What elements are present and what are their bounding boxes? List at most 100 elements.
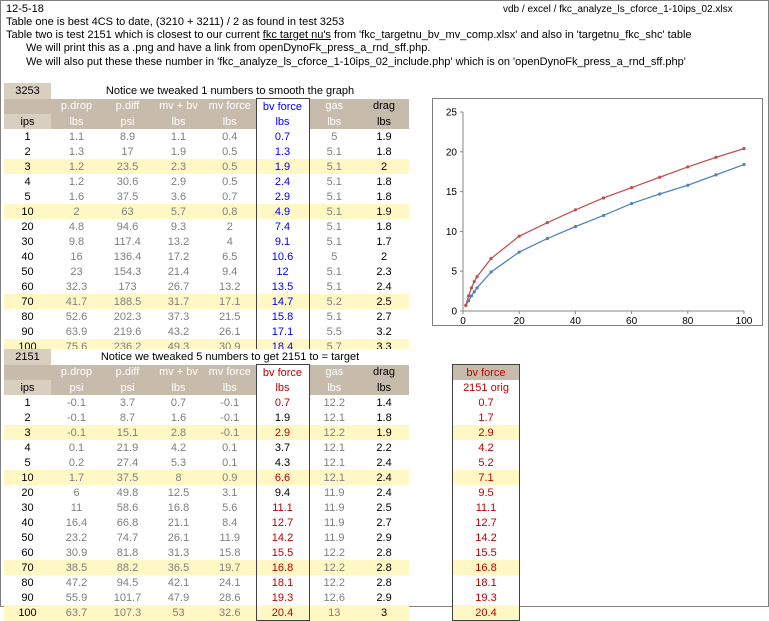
table-cell: 2.9 xyxy=(170,175,187,188)
table-cell: 12.2 xyxy=(323,576,345,589)
orig-cell: 12.7 xyxy=(475,516,497,529)
table-cell: 136.4 xyxy=(113,250,142,263)
table-cell: 18.1 xyxy=(255,575,310,590)
table-cell: 30.6 xyxy=(116,175,139,188)
unit-cell: psi xyxy=(102,380,153,395)
table-cell: 43.2 xyxy=(167,325,190,338)
note-line-2-a: Table two is test 2151 which is closest … xyxy=(6,29,263,41)
test-id-cell: 2151 xyxy=(4,349,51,365)
series-1-line xyxy=(465,163,745,306)
table-cell: 2 xyxy=(226,220,233,233)
table-cell: -0.1 xyxy=(220,396,240,409)
series-2-point xyxy=(489,256,493,261)
series-2-point xyxy=(472,279,476,284)
table-cell: 47.2 xyxy=(65,576,88,589)
table-cell: 14.7 xyxy=(255,294,310,309)
table-row: 20 4.8 94.6 9.3 2 7.4 5.1 1.8 xyxy=(4,219,409,234)
table-cell: 5.1 xyxy=(309,159,359,174)
table-row: 20 6 49.8 12.5 3.1 9.4 11.9 2.4 xyxy=(4,485,409,500)
orig-cell: 9.5 xyxy=(478,486,494,499)
table-row: 2 -0.1 8.7 1.6 -0.1 1.9 12.1 1.8 xyxy=(4,410,409,425)
table-cell: 20.4 xyxy=(255,605,310,621)
table-cell: 1.2 xyxy=(68,175,85,188)
column-header: bv force xyxy=(255,98,310,114)
orig-row: 19.3 xyxy=(453,590,520,605)
table-cell: 40 xyxy=(4,249,51,264)
series-2-point xyxy=(742,147,746,151)
note-line-2-b: from 'fkc_targetnu_bv_mv_comp.xlsx' and … xyxy=(330,29,692,41)
series-2-point xyxy=(714,155,718,159)
table-cell: 2.9 xyxy=(255,189,310,204)
table-cell: 1.3 xyxy=(68,145,85,158)
table-cell: -0.1 xyxy=(67,396,86,409)
orig-row: 18.1 xyxy=(453,575,520,590)
table-cell: 11.9 xyxy=(219,531,241,544)
note-line-3: We will print this as a .png and have a … xyxy=(26,42,431,54)
series-2-point xyxy=(686,165,690,169)
table-cell: 30 xyxy=(4,500,51,515)
table-cell: 1.6 xyxy=(170,411,187,424)
table-cell: 1.7 xyxy=(51,470,102,485)
table-cell: 8.7 xyxy=(119,411,136,424)
header-blank xyxy=(4,98,51,114)
table-cell: 5.1 xyxy=(326,190,342,203)
table-cell: 5 xyxy=(331,130,338,143)
table-cell: 28.6 xyxy=(219,591,241,604)
unit-cell: lbs xyxy=(153,380,204,395)
table-cell: 5.1 xyxy=(326,310,342,323)
table-cell: 70 xyxy=(4,560,51,575)
fkc-target-link[interactable]: fkc target nu's xyxy=(262,29,331,41)
table-cell: 0.1 xyxy=(222,441,238,454)
table-cell: 5.1 xyxy=(326,220,342,233)
x-tick-label: 20 xyxy=(514,316,526,325)
column-header: mv force xyxy=(204,98,256,114)
table-cell: 13 xyxy=(309,605,359,621)
unit-cell: lbs xyxy=(309,114,359,129)
table-cell: 5.3 xyxy=(170,456,187,469)
table-cell: 40 xyxy=(4,515,51,530)
table-cell: -0.1 xyxy=(51,425,102,440)
table-cell: 3.2 xyxy=(376,325,392,338)
column-header: mv + bv xyxy=(153,364,204,380)
table-cell: 2.8 xyxy=(153,425,204,440)
table-cell: 11.1 xyxy=(255,500,310,515)
orig-row: 7.1 xyxy=(452,470,520,485)
series-1-point xyxy=(573,225,577,229)
table-cell: 5.1 xyxy=(326,280,342,293)
orig-row: 1.7 xyxy=(453,410,520,425)
series-2-point xyxy=(517,234,521,238)
series-2-point xyxy=(469,286,474,290)
units-row: ips psi psi lbs lbs lbs lbs lbs xyxy=(4,380,410,395)
table-row: 60 30.9 81.8 31.3 15.8 15.5 12.2 2.8 xyxy=(4,545,409,560)
table-cell: 5 xyxy=(4,455,51,470)
table-cell: 4.8 xyxy=(68,220,85,233)
table-cell: 37.5 xyxy=(116,190,139,203)
table-cell: 1.8 xyxy=(376,145,392,158)
unit-cell: lbs xyxy=(255,380,310,395)
table-cell: 30 xyxy=(4,234,51,249)
orig-cell: 1.7 xyxy=(478,411,494,424)
table-cell: 219.6 xyxy=(113,325,142,338)
table-cell: 24.1 xyxy=(219,576,241,589)
series-2-point xyxy=(464,303,468,308)
table-cell: 2 xyxy=(359,159,410,174)
header-blank xyxy=(4,364,51,380)
table-cell: 2.3 xyxy=(376,265,392,278)
unit-cell: lbs xyxy=(359,114,410,129)
table-cell: 90 xyxy=(4,590,51,605)
table-cell: 17.1 xyxy=(255,324,310,339)
table-row: 30 9.8 117.4 13.2 4 9.1 5.1 1.7 xyxy=(4,234,409,249)
table-cell: 14.2 xyxy=(255,530,310,545)
table-cell: 0.7 xyxy=(255,395,310,410)
y-tick-label: 5 xyxy=(451,267,457,278)
table-cell: 5.1 xyxy=(326,235,342,248)
orig-cell: 16.8 xyxy=(452,560,520,575)
y-tick-label: 25 xyxy=(446,108,458,119)
orig-cell: 4.2 xyxy=(478,441,494,454)
title-row: 3253 Notice we tweaked 1 numbers to smoot… xyxy=(4,83,410,99)
column-header: gas xyxy=(309,364,359,380)
table-cell: 12.1 xyxy=(323,411,345,424)
x-tick-label: 0 xyxy=(460,316,466,325)
table-cell: 2 xyxy=(4,410,51,425)
series-1-point xyxy=(472,290,476,294)
